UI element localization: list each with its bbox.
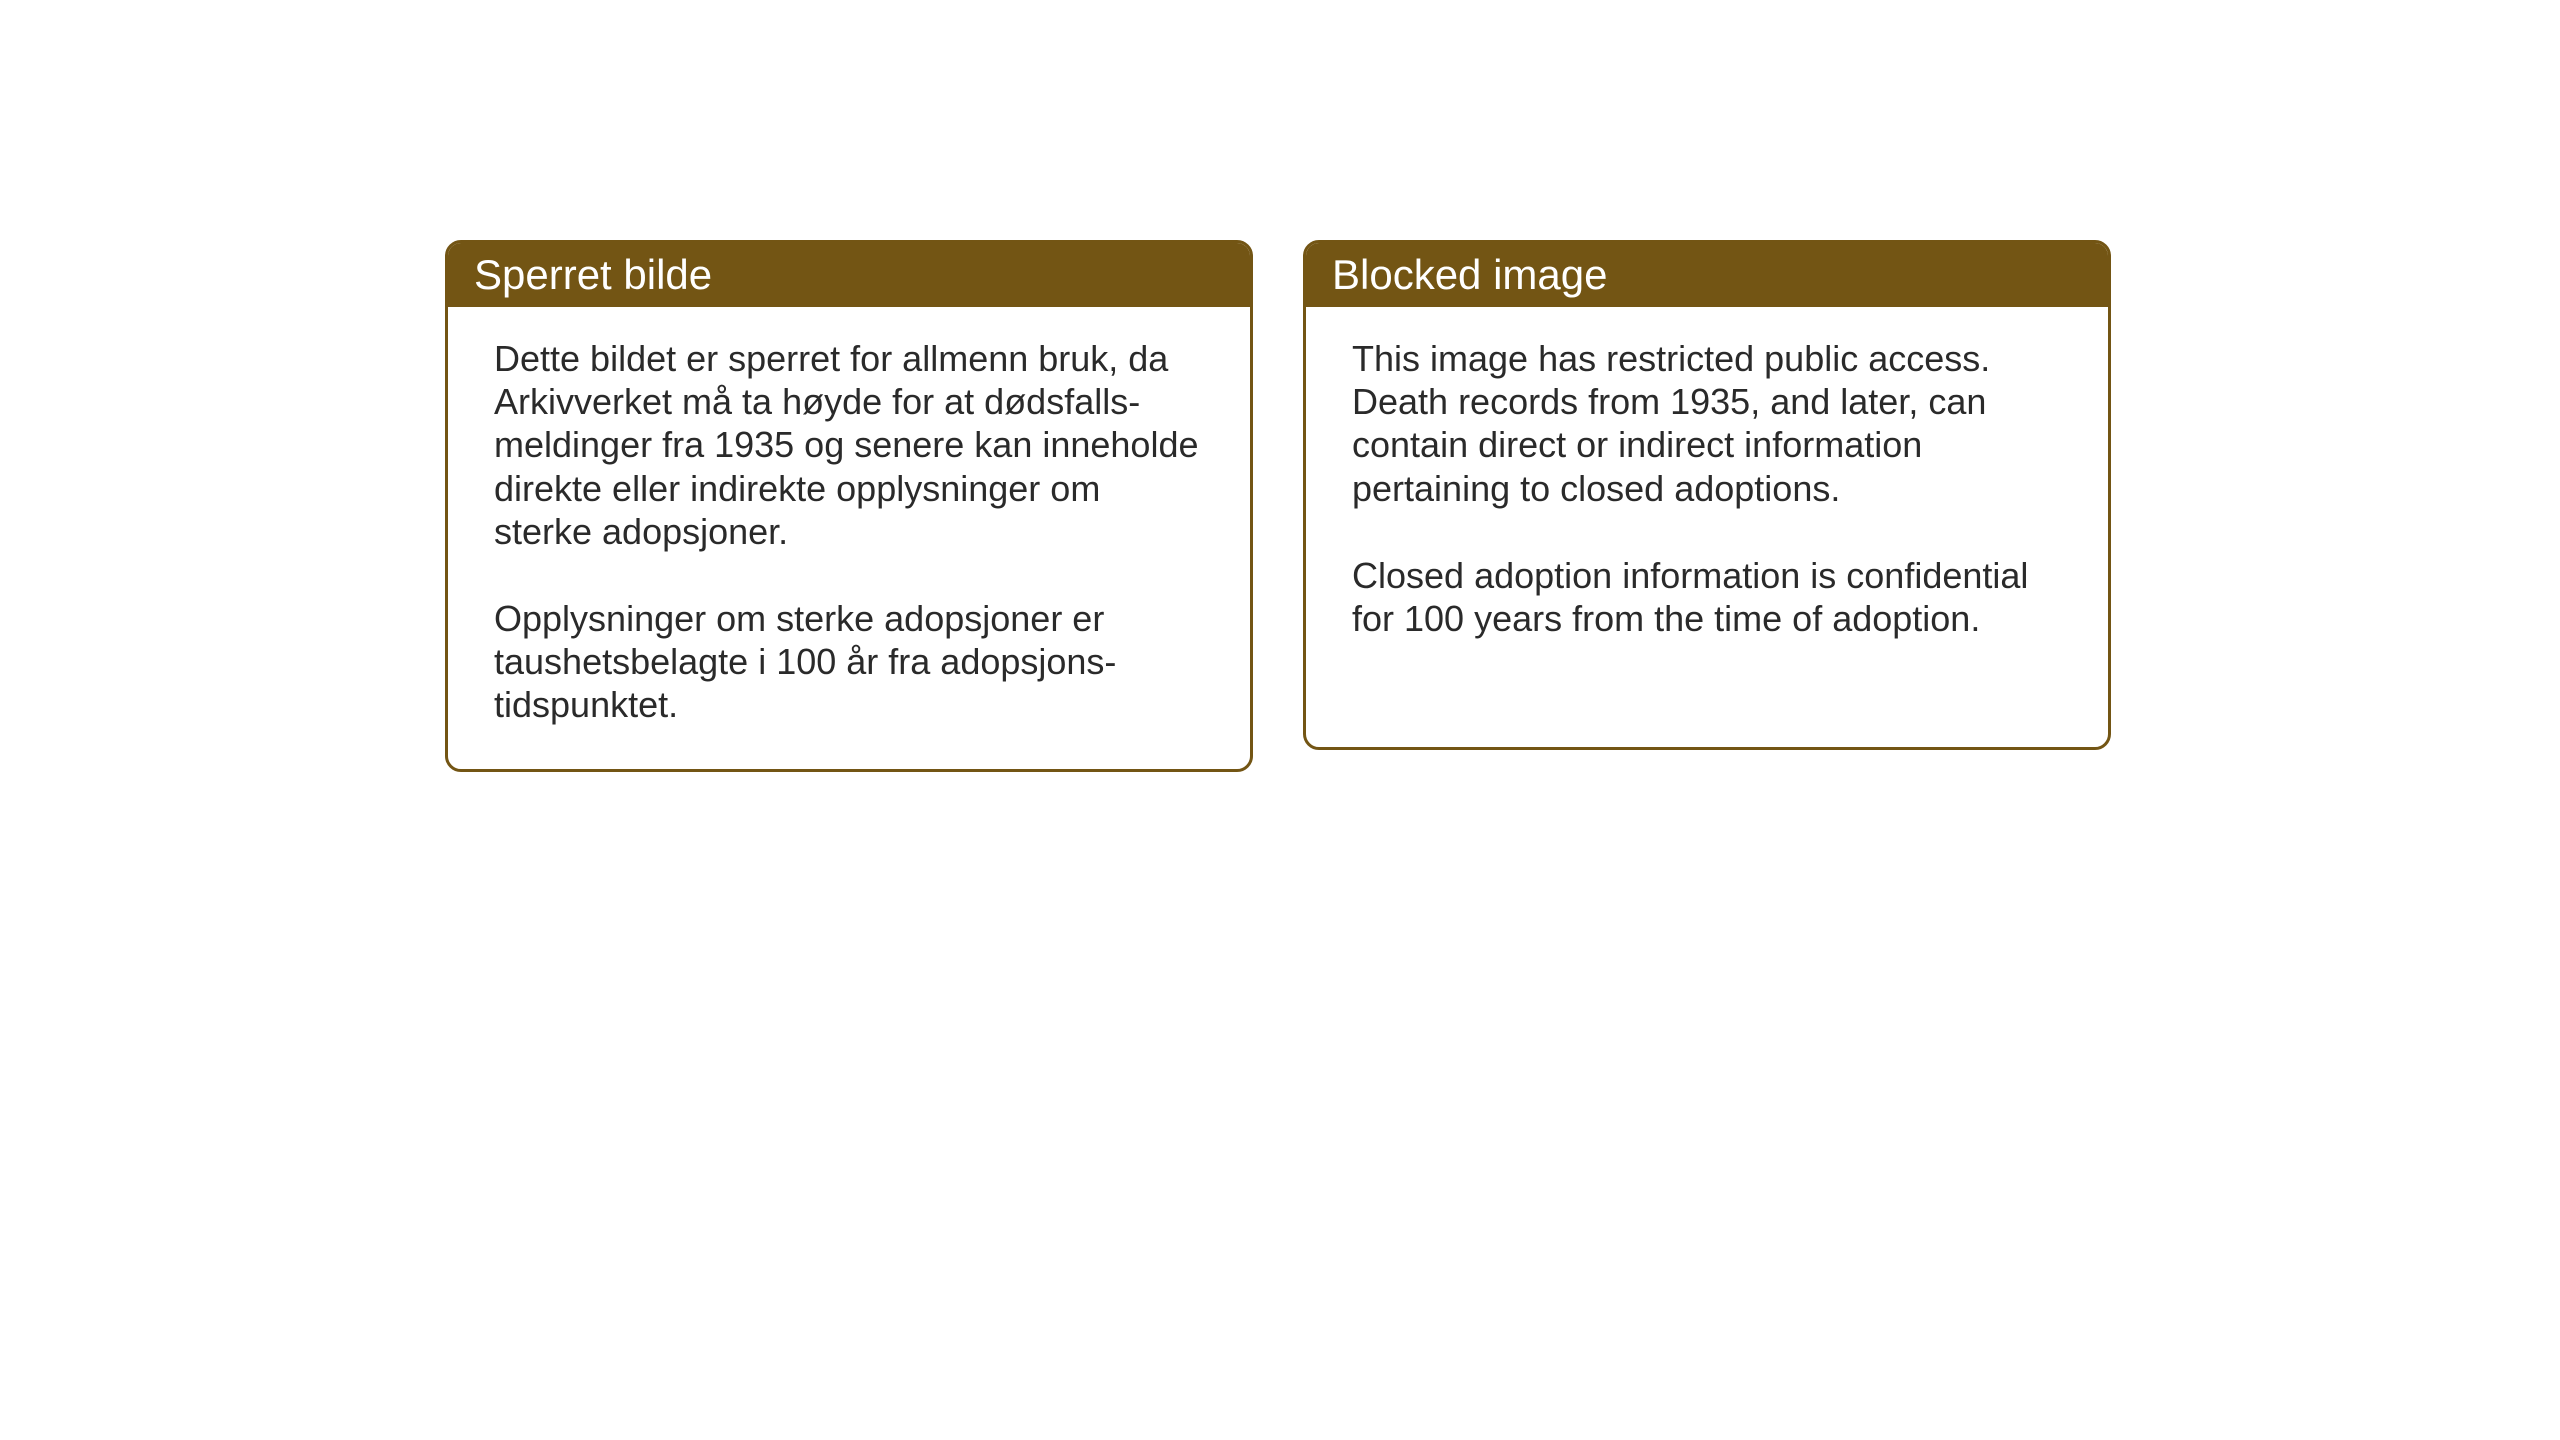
notice-body-english: This image has restricted public access.… xyxy=(1306,307,2108,682)
notice-paragraph-2-english: Closed adoption information is confident… xyxy=(1352,554,2062,640)
notice-container: Sperret bilde Dette bildet er sperret fo… xyxy=(445,240,2111,772)
notice-title-norwegian: Sperret bilde xyxy=(474,251,712,298)
notice-header-english: Blocked image xyxy=(1306,243,2108,307)
notice-card-english: Blocked image This image has restricted … xyxy=(1303,240,2111,750)
notice-body-norwegian: Dette bildet er sperret for allmenn bruk… xyxy=(448,307,1250,769)
notice-paragraph-1-english: This image has restricted public access.… xyxy=(1352,337,2062,510)
notice-title-english: Blocked image xyxy=(1332,251,1607,298)
notice-card-norwegian: Sperret bilde Dette bildet er sperret fo… xyxy=(445,240,1253,772)
notice-paragraph-1-norwegian: Dette bildet er sperret for allmenn bruk… xyxy=(494,337,1204,553)
notice-paragraph-2-norwegian: Opplysninger om sterke adopsjoner er tau… xyxy=(494,597,1204,727)
notice-header-norwegian: Sperret bilde xyxy=(448,243,1250,307)
